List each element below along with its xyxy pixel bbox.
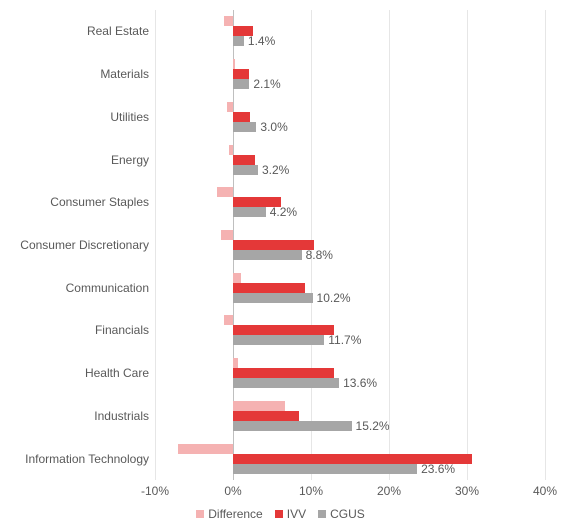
category-label: Industrials <box>0 409 149 423</box>
value-label: 8.8% <box>306 248 333 262</box>
value-label: 23.6% <box>421 462 455 476</box>
bar-ivv <box>233 155 255 165</box>
bar-difference <box>224 16 233 26</box>
value-label: 11.7% <box>328 333 361 347</box>
legend-swatch <box>275 510 283 518</box>
legend: Difference IVV CGUS <box>0 505 561 523</box>
plot-area: -10%0%10%20%30%40%Real Estate1.4%Materia… <box>155 10 545 480</box>
gridline <box>389 10 390 480</box>
legend-text: Difference <box>208 507 262 521</box>
bar-cgus <box>233 122 256 132</box>
legend-swatch <box>318 510 326 518</box>
category-label: Materials <box>0 67 149 81</box>
category-label: Communication <box>0 281 149 295</box>
bar-difference <box>233 358 238 368</box>
value-label: 3.0% <box>260 120 287 134</box>
category-label: Health Care <box>0 366 149 380</box>
value-label: 15.2% <box>356 419 390 433</box>
x-tick-label: 20% <box>364 484 414 498</box>
x-tick-label: 30% <box>442 484 492 498</box>
gridline <box>155 10 156 480</box>
x-tick-label: 40% <box>520 484 561 498</box>
x-tick-label: -10% <box>130 484 180 498</box>
category-label: Consumer Discretionary <box>0 238 149 252</box>
bar-ivv <box>233 325 334 335</box>
category-label: Real Estate <box>0 24 149 38</box>
bar-ivv <box>233 112 250 122</box>
bar-cgus <box>233 36 244 46</box>
value-label: 3.2% <box>262 163 289 177</box>
sector-weights-chart: -10% 0% 10% 20% 30% 40% Real Estate 1.4% Materia… <box>0 0 561 528</box>
value-label: 13.6% <box>343 376 377 390</box>
bar-difference <box>227 102 233 112</box>
bar-cgus <box>233 421 352 431</box>
legend-swatch <box>196 510 204 518</box>
x-tick-label: 0% <box>208 484 258 498</box>
gridline <box>467 10 468 480</box>
legend-item: Difference <box>196 505 262 523</box>
category-label: Consumer Staples <box>0 195 149 209</box>
category-label: Information Technology <box>0 452 149 466</box>
legend-item: CGUS <box>318 505 365 523</box>
bar-difference <box>221 230 233 240</box>
value-label: 1.4% <box>248 34 275 48</box>
value-label: 10.2% <box>317 291 351 305</box>
bar-cgus <box>233 293 313 303</box>
bar-difference <box>233 59 235 69</box>
bar-cgus <box>233 165 258 175</box>
category-label: Financials <box>0 323 149 337</box>
bar-cgus <box>233 79 249 89</box>
value-label: 2.1% <box>253 77 280 91</box>
bar-ivv <box>233 69 249 79</box>
bar-cgus <box>233 378 339 388</box>
bar-ivv <box>233 368 334 378</box>
bar-ivv <box>233 283 305 293</box>
legend-text: IVV <box>287 507 306 521</box>
gridline <box>545 10 546 480</box>
legend-item: IVV <box>275 505 306 523</box>
bar-difference <box>233 273 241 283</box>
category-label: Utilities <box>0 110 149 124</box>
bar-cgus <box>233 250 302 260</box>
x-tick-label: 10% <box>286 484 336 498</box>
bar-cgus <box>233 464 417 474</box>
bar-difference <box>178 444 233 454</box>
bar-cgus <box>233 335 324 345</box>
bar-difference <box>233 401 285 411</box>
bar-ivv <box>233 411 299 421</box>
value-label: 4.2% <box>270 205 297 219</box>
legend-text: CGUS <box>330 507 365 521</box>
bar-difference <box>229 145 233 155</box>
bar-ivv <box>233 240 314 250</box>
bar-cgus <box>233 207 266 217</box>
bar-difference <box>224 315 233 325</box>
category-label: Energy <box>0 153 149 167</box>
bar-difference <box>217 187 233 197</box>
